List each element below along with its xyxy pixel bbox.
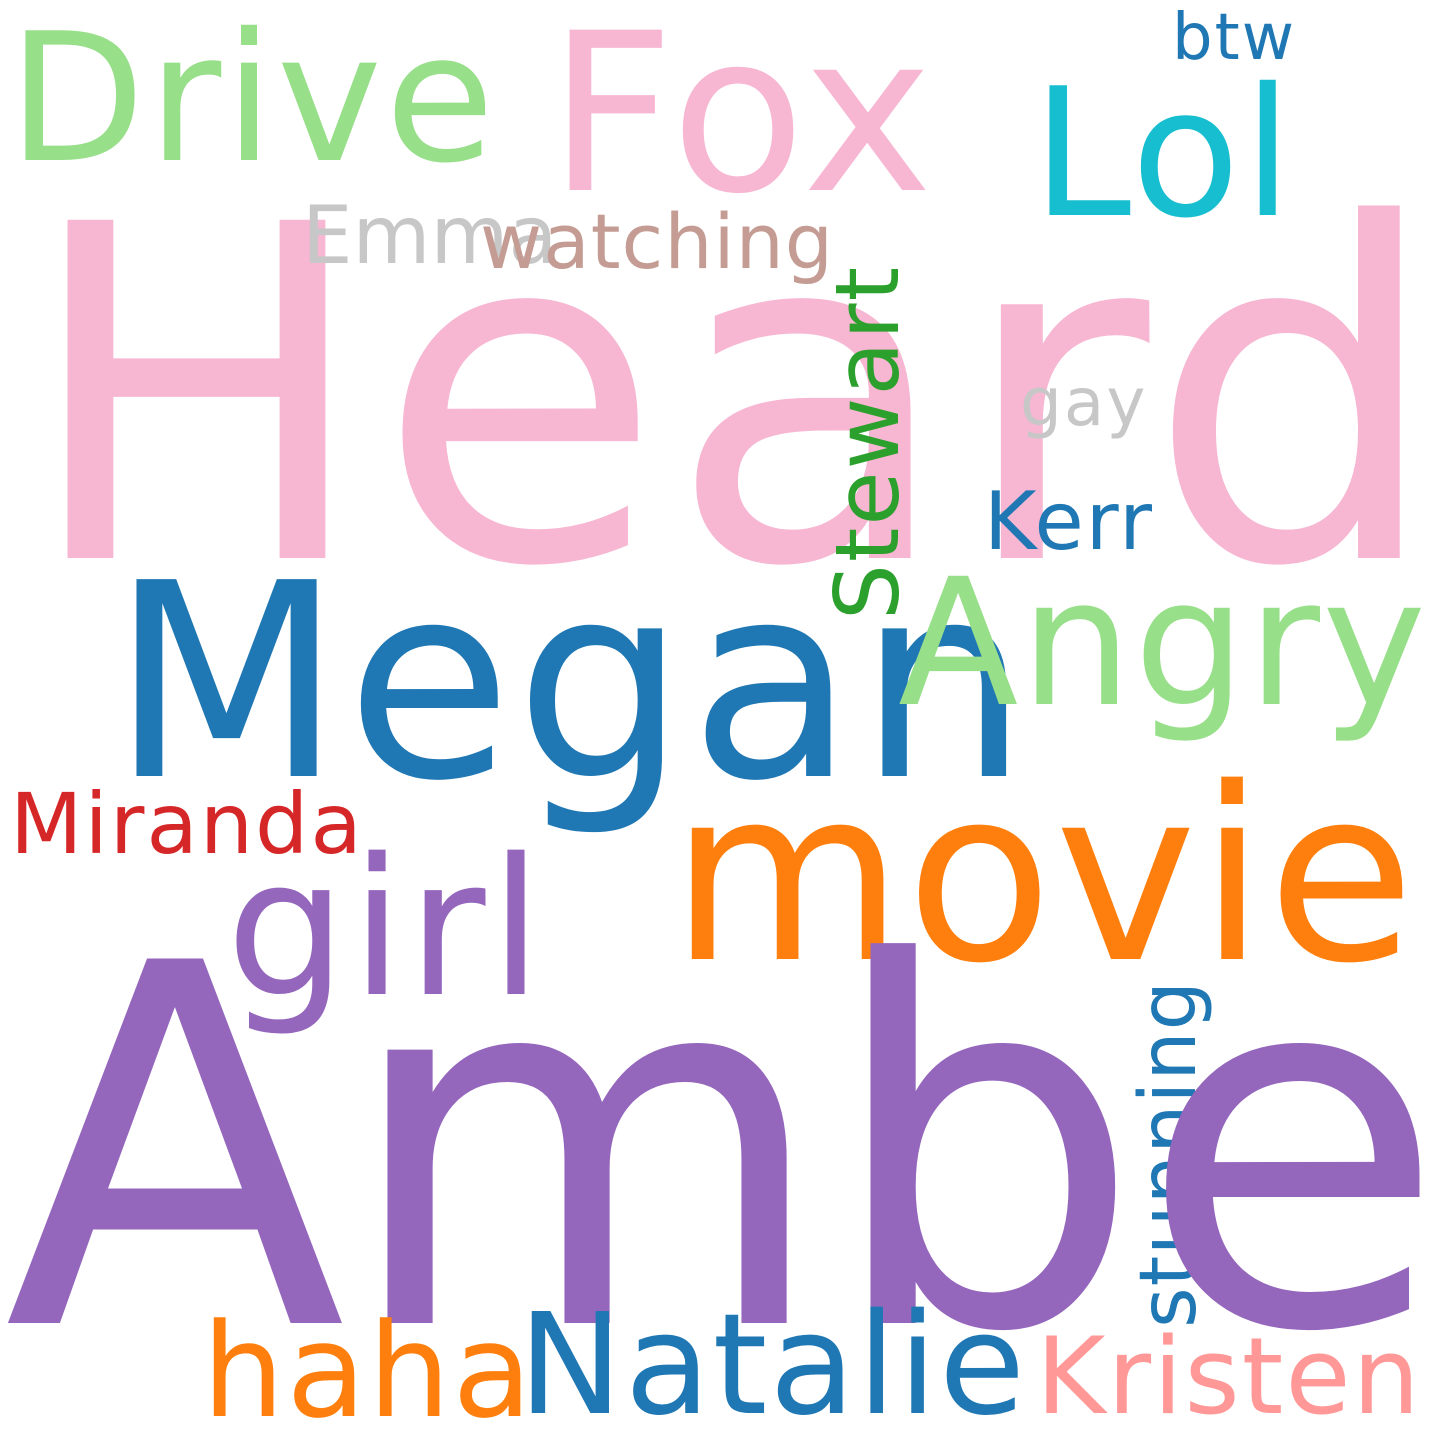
word-angry: Angry (898, 541, 1429, 746)
word-megan: Megan (110, 525, 1033, 840)
word-kerr: Kerr (984, 475, 1155, 568)
word-heard: Heard (22, 128, 1440, 668)
word-lol: Lol (1032, 50, 1296, 257)
word-girl: girl (226, 818, 547, 1039)
word-kristen: Kristen (1036, 1315, 1422, 1438)
word-miranda: Miranda (10, 775, 364, 873)
word-emma: Emma (302, 189, 558, 282)
word-drive: Drive (8, 0, 498, 202)
word-fox: Fox (548, 0, 937, 242)
word-movie: movie (670, 736, 1417, 1016)
word-natalie: Natalie (518, 1284, 1028, 1440)
word-watching: watching (480, 197, 835, 286)
word-amber: Amber (4, 859, 1440, 1440)
word-btw: btw (1172, 1, 1297, 75)
word-haha: haha (202, 1295, 535, 1440)
word-gay: gay (1020, 364, 1148, 441)
